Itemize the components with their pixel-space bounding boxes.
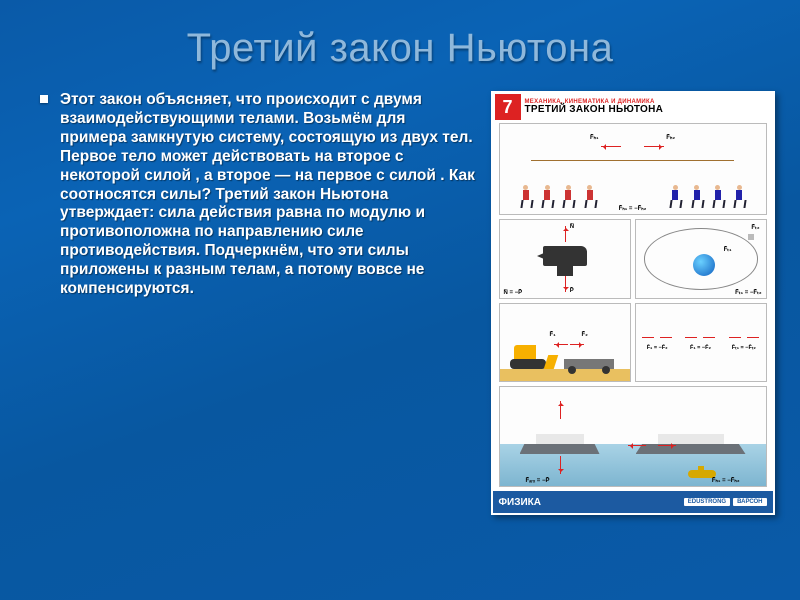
equation-label: N̄ = −P̄: [504, 290, 523, 296]
footer-brand: ФИЗИКА: [499, 497, 542, 508]
force-pair: F̄ₜ₁ = −F̄ₜ₂: [729, 333, 759, 351]
force-label: F̄ₜ₂: [751, 224, 759, 231]
force-arrow-icon: [554, 344, 568, 345]
equation-label: F̄ₕ₁ = −F̄ₕ₂: [712, 477, 740, 484]
poster-titles: МЕХАНИКА, КИНЕМАТИКА И ДИНАМИКА ТРЕТИЙ З…: [525, 99, 664, 115]
force-pair: F̄₁ = −F̄₂: [685, 333, 715, 351]
slide: Третий закон Ньютона Этот закон объясняе…: [0, 0, 800, 600]
force-arrow-icon: [570, 344, 584, 345]
panel-anvil: N̄ P̄ N̄ = −P̄: [499, 219, 631, 298]
physics-poster: 7 МЕХАНИКА, КИНЕМАТИКА И ДИНАМИКА ТРЕТИЙ…: [491, 91, 775, 515]
person-icon: [692, 185, 702, 208]
force-label: F̄₁: [550, 332, 556, 338]
person-icon: [585, 185, 595, 208]
poster-grid: F̄ₕ₁ F̄ₕ₂ F̄ₕ₁ = −F̄ₕ₂ N̄ P̄ N̄ = −P̄: [499, 123, 767, 487]
force-arrow-icon: [658, 445, 676, 446]
equation-label: F̄₁ = −F̄₂: [685, 345, 715, 351]
bullet-icon: [40, 95, 48, 103]
arrows-icon: [685, 333, 715, 343]
content-row: Этот закон объясняет, что происходит с д…: [0, 71, 800, 515]
poster-number: 7: [495, 94, 521, 120]
equation-label: F̄₁ = −F̄₂: [642, 345, 672, 351]
equation-label: F̄ₜ₁ = −F̄ₜ₂: [735, 289, 761, 296]
poster-header: 7 МЕХАНИКА, КИНЕМАТИКА И ДИНАМИКА ТРЕТИЙ…: [493, 93, 773, 121]
ship-icon: [520, 434, 600, 454]
person-icon: [670, 185, 680, 208]
equation-label: F̄ₕ₁ = −F̄ₕ₂: [619, 205, 647, 212]
force-arrow-icon: [565, 226, 566, 242]
panel-force-pairs: F̄₁ = −F̄₂ F̄₁ = −F̄₂ F̄ₜ₁ = −F̄ₜ₂: [635, 303, 767, 382]
force-arrow-icon: [560, 456, 561, 474]
force-label: N̄: [570, 224, 574, 230]
footer-box: ВАРСОН: [733, 498, 766, 506]
person-icon: [734, 185, 744, 208]
anvil-icon: [543, 246, 587, 266]
ground: [500, 369, 630, 381]
force-label: F̄₂: [582, 332, 588, 338]
body-text: Этот закон объясняет, что происходит с д…: [60, 91, 475, 299]
poster-footer: ФИЗИКА EDUSTRONG ВАРСОН: [493, 491, 773, 513]
bulldozer-icon: [510, 347, 550, 369]
footer-box: EDUSTRONG: [684, 498, 730, 506]
person-icon: [713, 185, 723, 208]
panel-bulldozer: F̄₁ F̄₂: [499, 303, 631, 382]
arrows-icon: [642, 333, 672, 343]
image-column: 7 МЕХАНИКА, КИНЕМАТИКА И ДИНАМИКА ТРЕТИЙ…: [485, 91, 780, 515]
text-column: Этот закон объясняет, что происходит с д…: [10, 91, 475, 515]
panel-earth-orbit: F̄ₜ₂ F̄ₜ₁ F̄ₜ₁ = −F̄ₜ₂: [635, 219, 767, 298]
slide-title: Третий закон Ньютона: [0, 0, 800, 71]
panel-ships: F̄ₐᵣₓ = −P̄ F̄ₕ₁ = −F̄ₕ₂: [499, 386, 767, 487]
arrows-icon: [729, 333, 759, 343]
equation-label: F̄ₜ₁ = −F̄ₜ₂: [729, 345, 759, 351]
person-icon: [521, 185, 531, 208]
equation-label: F̄ₐᵣₓ = −P̄: [526, 478, 550, 484]
force-label: P̄: [570, 288, 574, 294]
person-icon: [563, 185, 573, 208]
force-arrow-icon: [565, 276, 566, 292]
force-label: F̄ₕ₁: [590, 134, 599, 141]
poster-title: ТРЕТИЙ ЗАКОН НЬЮТОНА: [525, 105, 664, 115]
rope: [531, 160, 733, 161]
force-arrow-icon: [628, 445, 646, 446]
trailer-icon: [564, 359, 614, 369]
force-label: F̄ₕ₂: [666, 134, 675, 141]
footer-boxes: EDUSTRONG ВАРСОН: [684, 498, 767, 506]
force-arrow-icon: [601, 146, 621, 147]
panel-tug-of-war: F̄ₕ₁ F̄ₕ₂ F̄ₕ₁ = −F̄ₕ₂: [499, 123, 767, 215]
ship-icon: [636, 434, 746, 454]
force-pair: F̄₁ = −F̄₂: [642, 333, 672, 351]
earth-icon: [693, 254, 715, 276]
forces-row: F̄₁ = −F̄₂ F̄₁ = −F̄₂ F̄ₜ₁ = −F̄ₜ₂: [636, 304, 766, 381]
force-arrow-icon: [560, 401, 561, 419]
force-arrow-icon: [644, 146, 664, 147]
person-icon: [542, 185, 552, 208]
force-label: F̄ₜ₁: [724, 246, 732, 253]
satellite-icon: [748, 234, 754, 240]
